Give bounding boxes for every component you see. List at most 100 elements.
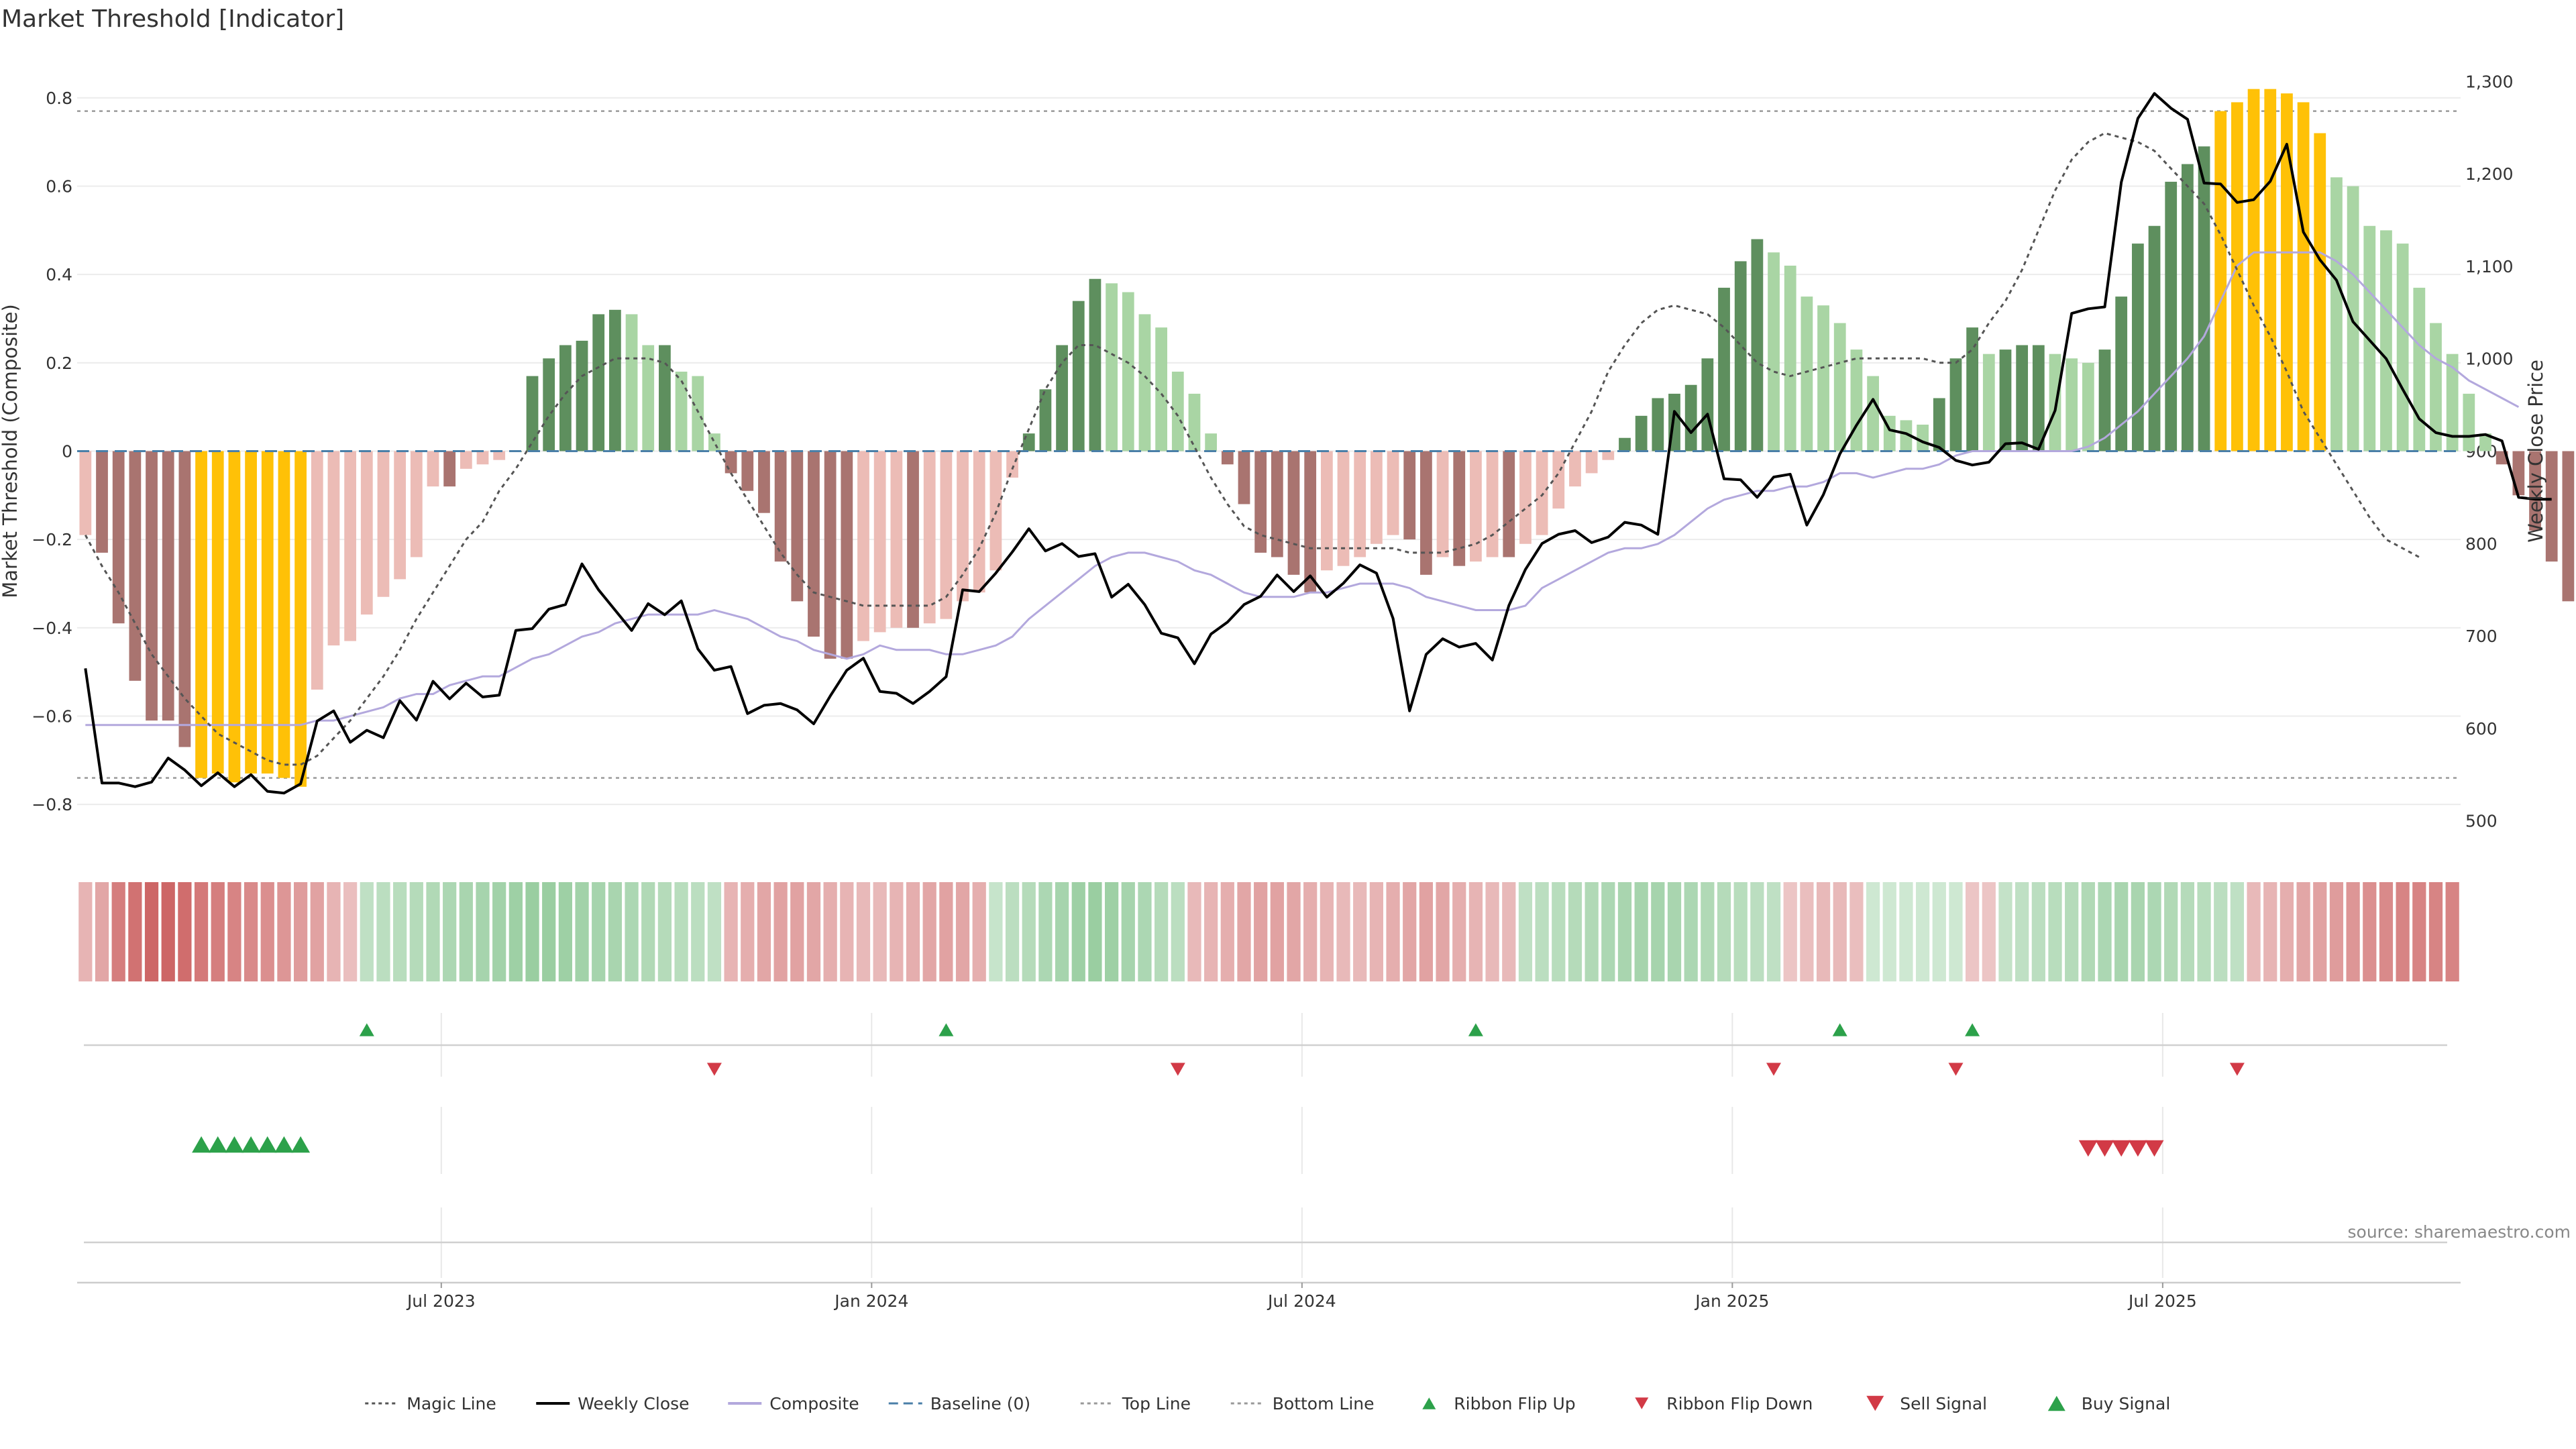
composite-bar [1684, 384, 1697, 451]
ribbon-cell [972, 882, 986, 981]
ribbon-cell [1982, 882, 1996, 981]
ribbon-cell [1220, 882, 1234, 981]
ribbon-cell [393, 882, 407, 981]
x-tick-label: Jul 2023 [406, 1291, 476, 1311]
legend-item: Baseline (0) [888, 1394, 1030, 1413]
ribbon-cell [1353, 882, 1367, 981]
composite-bar [2281, 93, 2293, 451]
composite-bar [1900, 420, 1913, 451]
composite-bar [410, 451, 423, 557]
ribbon-cell [244, 882, 258, 981]
ribbon-cell [707, 882, 722, 981]
ribbon-cell [939, 882, 953, 981]
ribbon-cell [2031, 882, 2045, 981]
x-tick-label: Jul 2024 [1267, 1291, 1336, 1311]
legend-item: Ribbon Flip Up [1422, 1394, 1576, 1413]
ribbon-cell [194, 882, 209, 981]
composite-bar [890, 451, 903, 628]
ribbon-cell [293, 882, 308, 981]
composite-bar [1552, 451, 1565, 509]
ribbon-cell [1121, 882, 1135, 981]
composite-bar [1420, 451, 1432, 575]
right-axis-label: Weekly Close Price [2524, 360, 2547, 543]
ribbon-flip-up-marker [1832, 1023, 1847, 1036]
legend-label: Top Line [1122, 1394, 1191, 1413]
sell-signal-marker [2078, 1140, 2098, 1157]
buy-signal-marker [258, 1136, 277, 1153]
ribbon-panel [78, 882, 2459, 981]
composite-bar [1701, 358, 1714, 451]
composite-bar [493, 451, 506, 460]
composite-bar [1982, 354, 1995, 451]
ribbon-cell [2147, 882, 2161, 981]
composite-bar [1966, 327, 1979, 451]
ribbon-cell [376, 882, 390, 981]
composite-bar [2065, 358, 2078, 451]
composite-bar [1784, 266, 1796, 451]
composite-bar [2413, 287, 2426, 451]
buy-signal-marker [241, 1136, 261, 1153]
ribbon-cell [2098, 882, 2112, 981]
legend-label: Composite [769, 1394, 859, 1413]
legend-label: Bottom Line [1273, 1394, 1375, 1413]
right-tick-label: 1,200 [2465, 164, 2514, 184]
legend-item: Sell Signal [1866, 1394, 1987, 1413]
ribbon-cell [1949, 882, 1963, 981]
composite-bar [1403, 451, 1416, 540]
composite-bar [79, 451, 92, 535]
ribbon-cell [1369, 882, 1383, 981]
ribbon-cell [1104, 882, 1119, 981]
ribbon-cell [1684, 882, 1698, 981]
composite-bar [1585, 451, 1598, 474]
composite-bar [443, 451, 456, 487]
left-tick-label: 0.4 [46, 265, 72, 284]
ribbon-cell [144, 882, 159, 981]
x-tick-label: Jul 2025 [2127, 1291, 2197, 1311]
ribbon-flip-up-marker [1468, 1023, 1483, 1036]
composite-bar [1850, 350, 1863, 451]
ribbon-cell [1849, 882, 1864, 981]
composite-bar [1917, 425, 1929, 451]
composite-bar [1734, 261, 1747, 451]
ribbon-flip-down-marker [1948, 1063, 1964, 1076]
series-lines [77, 92, 2552, 795]
signals-panel [84, 1013, 2447, 1278]
composite-bar [1486, 451, 1499, 557]
composite-bar [724, 451, 737, 474]
right-tick-label: 500 [2465, 812, 2498, 831]
composite-bar [526, 376, 539, 451]
ribbon-cell [459, 882, 473, 981]
composite-bar [625, 314, 638, 451]
ribbon-cell [657, 882, 672, 981]
composite-bar [1470, 451, 1482, 562]
ribbon-cell [1155, 882, 1169, 981]
composite-bar [576, 340, 588, 451]
ribbon-flip-down-marker [1170, 1063, 1185, 1076]
ribbon-cell [1882, 882, 1896, 981]
ribbon-cell [2445, 882, 2459, 981]
composite-bar [2545, 451, 2558, 562]
ribbon-cell [790, 882, 804, 981]
ribbon-cell [2048, 882, 2062, 981]
ribbon-cell [260, 882, 274, 981]
composite-bar [476, 451, 489, 465]
ribbon-cell [2263, 882, 2277, 981]
composite-bar [609, 309, 621, 451]
legend-label: Weekly Close [578, 1394, 689, 1413]
right-tick-label: 700 [2465, 627, 2498, 646]
ribbon-cell [1568, 882, 1582, 981]
legend: Magic Line Weekly Close Composite Baseline … [365, 1394, 2170, 1413]
x-tick-label: Jan 2024 [833, 1291, 908, 1311]
ribbon-cell [128, 882, 142, 981]
composite-bar [1949, 358, 1962, 451]
composite-bar [1271, 451, 1283, 557]
left-axis-ticks: 0.8 0.6 0.4 0.2 0 −0.2 −0.4 −0.6 −0.8 [32, 89, 72, 814]
ribbon-cell [1535, 882, 1549, 981]
ribbon-cell [277, 882, 291, 981]
composite-bar [245, 451, 257, 774]
ribbon-cell [1899, 882, 1913, 981]
composite-bar [129, 451, 142, 681]
composite-bar [360, 451, 373, 615]
buy-signal-marker [274, 1136, 294, 1153]
ribbon-cell [542, 882, 556, 981]
